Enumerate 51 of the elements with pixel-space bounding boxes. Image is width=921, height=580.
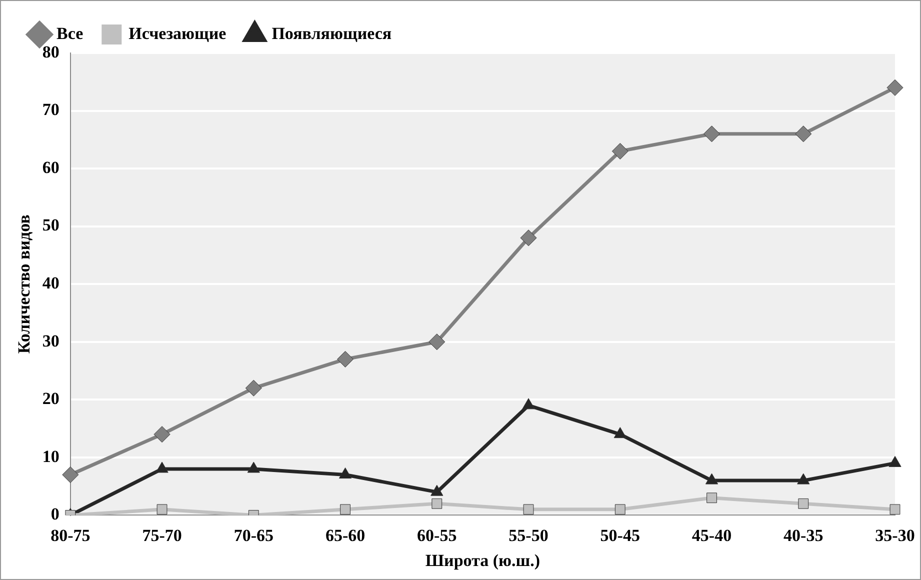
point	[156, 504, 168, 515]
point	[522, 398, 535, 410]
x-tick-label: 45-40	[692, 526, 732, 545]
point	[797, 473, 810, 484]
point	[523, 504, 534, 515]
y-tick-label: 10	[42, 446, 60, 466]
y-tick-label: 0	[50, 504, 60, 524]
point	[156, 462, 168, 473]
point	[154, 426, 170, 443]
x-tick-label: 70-65	[234, 526, 274, 545]
x-tick-label: 80-75	[50, 526, 90, 545]
point	[430, 484, 444, 496]
point	[340, 504, 350, 515]
point	[428, 334, 446, 350]
point	[62, 466, 79, 484]
x-tick-label: 55-50	[508, 526, 548, 545]
point	[705, 473, 718, 484]
x-tick-label: 60-55	[417, 526, 457, 545]
point	[337, 350, 354, 368]
point	[888, 456, 902, 467]
legend-label: Все	[56, 24, 84, 43]
y-tick-label: 60	[42, 158, 60, 177]
point	[704, 126, 720, 142]
point	[890, 504, 900, 515]
point	[520, 230, 537, 246]
point	[432, 498, 442, 509]
y-tick-label: 50	[42, 216, 60, 235]
point	[798, 498, 809, 509]
x-tick-label: 50-45	[600, 526, 640, 545]
point	[795, 126, 812, 142]
x-tick-label: 75-70	[142, 526, 182, 545]
point	[338, 468, 352, 479]
y-tick-label: 40	[42, 273, 60, 292]
legend-label: Исчезающие	[128, 24, 227, 43]
y-tick-label: 80	[42, 42, 60, 62]
point	[247, 462, 260, 473]
y-tick-label: 30	[42, 331, 60, 350]
y-axis-title: Количество видов	[14, 214, 34, 354]
point	[612, 142, 628, 160]
x-tick-label: 35-30	[875, 526, 915, 545]
point	[706, 492, 717, 504]
x-axis-title: Широта (ю.ш.)	[425, 551, 540, 570]
point	[614, 427, 626, 438]
point	[245, 380, 262, 396]
point	[614, 504, 626, 515]
y-tick-label: 20	[42, 389, 60, 408]
x-tick-label: 65-60	[325, 526, 366, 545]
y-tick-label: 70	[42, 100, 60, 120]
x-tick-label: 40-35	[784, 526, 824, 545]
legend-label: Появляющиеся	[272, 24, 392, 43]
point	[886, 79, 904, 96]
